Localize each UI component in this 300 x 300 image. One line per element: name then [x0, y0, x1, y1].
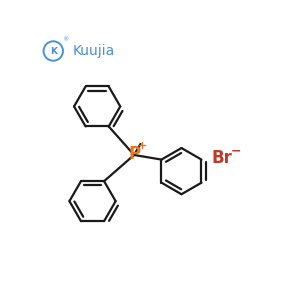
- Text: Br: Br: [212, 149, 232, 167]
- Text: ®: ®: [62, 38, 68, 43]
- Text: −: −: [231, 144, 242, 157]
- Text: K: K: [50, 46, 57, 56]
- Text: P: P: [128, 145, 140, 163]
- Text: Kuujia: Kuujia: [73, 44, 115, 58]
- Text: +: +: [138, 141, 148, 151]
